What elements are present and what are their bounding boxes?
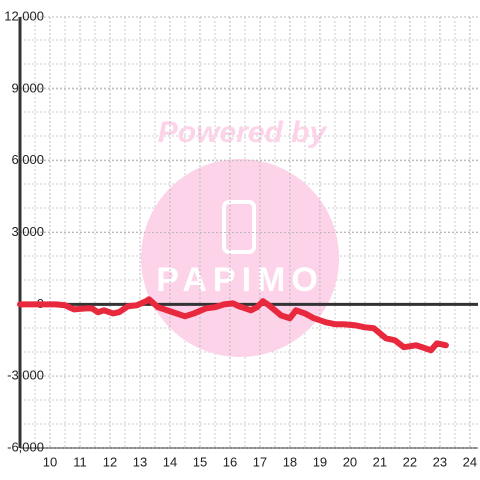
x-tick-label: 23 [433,454,447,469]
watermark-icon [222,200,256,254]
x-tick-label: 13 [133,454,147,469]
watermark-circle [141,159,339,357]
y-tick-label: 3,000 [11,224,44,239]
x-tick-label: 24 [463,454,477,469]
y-tick-label: 6,000 [11,152,44,167]
x-tick-label: 18 [283,454,297,469]
y-tick-label: 9,000 [11,80,44,95]
x-tick-label: 19 [313,454,327,469]
line-series [17,296,449,354]
watermark-logo: PAPIMO [156,261,324,299]
y-tick-label: 12,000 [4,8,44,23]
x-tick-label: 12 [103,454,117,469]
x-tick-label: 21 [373,454,387,469]
watermark: Powered by PAPIMO [141,116,339,357]
x-tick-label: 11 [73,454,87,469]
y-tick-label: -3,000 [7,368,44,383]
x-tick-label: 10 [43,454,57,469]
x-tick-label: 15 [193,454,207,469]
x-tick-label: 20 [343,454,357,469]
x-tick-label: 22 [403,454,417,469]
x-tick-label: 16 [223,454,237,469]
x-tick-label: 17 [253,454,267,469]
watermark-text: Powered by [158,116,328,149]
x-tick-label: 14 [163,454,177,469]
y-tick-label: -6,000 [7,439,44,454]
